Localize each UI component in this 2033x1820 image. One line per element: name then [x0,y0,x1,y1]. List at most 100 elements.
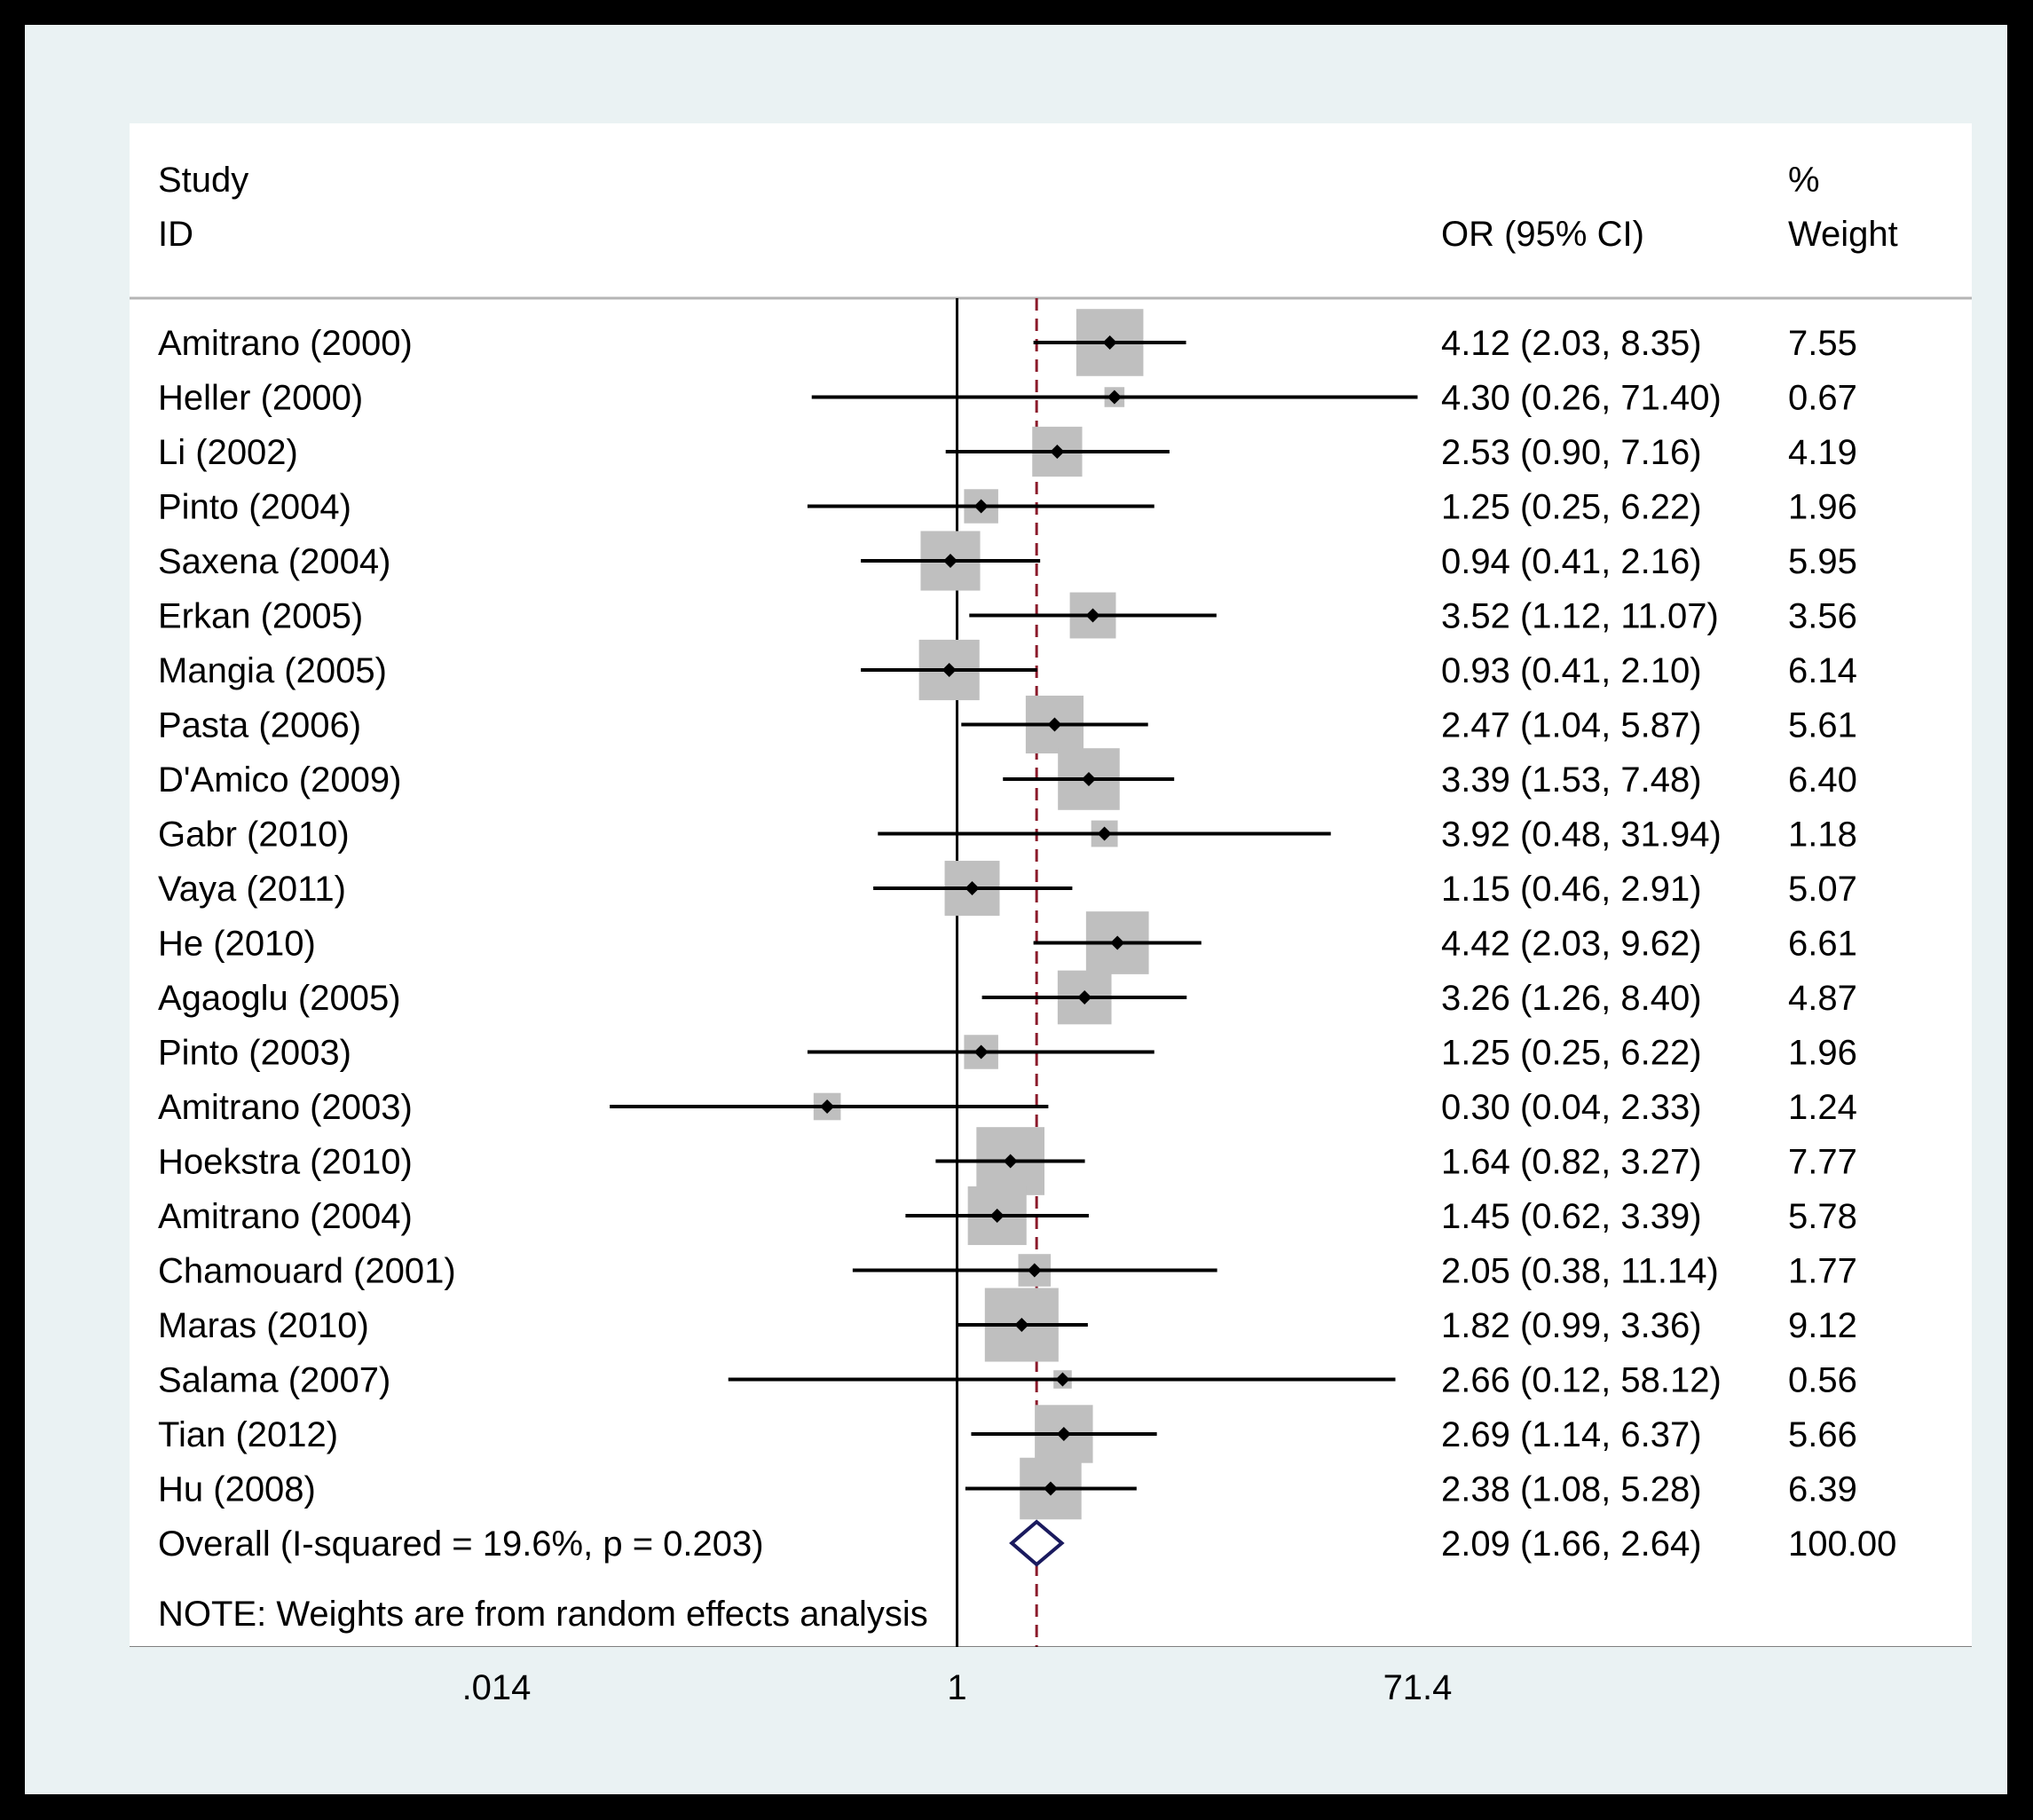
header-study: Study [158,161,248,200]
point-estimate [1077,990,1092,1005]
ci-text: 1.82 (0.99, 3.36) [1441,1306,1702,1345]
ci-text: 1.15 (0.46, 2.91) [1441,870,1702,909]
weight-text: 6.40 [1788,760,1857,800]
plot-panel: Study ID OR (95% CI)% Weight Amitrano (2000)… [130,123,1972,1647]
point-estimate [942,663,957,677]
ci-text: 1.25 (0.25, 6.22) [1441,488,1702,527]
point-estimate [1014,1318,1029,1332]
ci-text: 1.25 (0.25, 6.22) [1441,1034,1702,1073]
point-estimate [1097,826,1112,841]
study-label: Pasta (2006) [158,706,361,745]
ci-text: 2.05 (0.38, 11.14) [1441,1252,1719,1291]
point-estimate [973,499,989,514]
note-text: NOTE: Weights are from random effects an… [158,1595,928,1634]
point-estimate [973,1044,989,1060]
study-label: Agaoglu (2005) [158,979,401,1018]
header-id: ID [158,215,193,254]
overall-weight-text: 100.00 [1788,1525,1896,1564]
study-label: Chamouard (2001) [158,1252,456,1291]
weight-text: 7.77 [1788,1143,1857,1182]
study-label: Amitrano (2000) [158,324,413,363]
ci-text: 1.64 (0.82, 3.27) [1441,1143,1702,1182]
overall-ci-text: 2.09 (1.66, 2.64) [1441,1525,1702,1564]
study-label: Amitrano (2003) [158,1088,413,1127]
weight-text: 0.56 [1788,1361,1857,1400]
weight-text: 6.14 [1788,651,1857,690]
header-effect: OR (95% CI) [1441,215,1644,254]
forest-plot: Study ID OR (95% CI)% Weight Amitrano (2000)… [130,161,1972,1647]
overall-label: Overall (I-squared = 19.6%, p = 0.203) [158,1525,764,1564]
weight-text: 5.95 [1788,542,1857,581]
weight-text: 5.61 [1788,706,1857,745]
study-label: Pinto (2003) [158,1034,351,1073]
weight-text: 7.55 [1788,324,1857,363]
study-label: Mangia (2005) [158,651,387,690]
point-estimate [1081,772,1096,786]
point-estimate [1055,1372,1070,1387]
ci-text: 4.30 (0.26, 71.40) [1441,379,1722,418]
ci-text: 2.47 (1.04, 5.87) [1441,706,1702,745]
ci-text: 3.52 (1.12, 11.07) [1441,597,1719,636]
point-estimate [1107,390,1122,405]
study-label: Gabr (2010) [158,815,350,855]
study-label: Erkan (2005) [158,597,363,636]
ci-text: 2.38 (1.08, 5.28) [1441,1470,1702,1509]
point-estimate [1043,1481,1058,1496]
study-label: D'Amico (2009) [158,760,401,800]
ci-text: 4.42 (2.03, 9.62) [1441,925,1702,964]
study-label: Vaya (2011) [158,870,346,909]
study-label: Saxena (2004) [158,542,390,581]
ci-text: 0.94 (0.41, 2.16) [1441,542,1702,581]
study-label: Salama (2007) [158,1361,390,1400]
ci-text: 2.69 (1.14, 6.37) [1441,1415,1702,1454]
point-estimate [1003,1154,1018,1169]
ci-text: 3.39 (1.53, 7.48) [1441,760,1702,800]
weight-text: 1.77 [1788,1252,1857,1291]
weight-text: 6.39 [1788,1470,1857,1509]
weight-text: 1.24 [1788,1088,1857,1127]
study-label: Heller (2000) [158,379,363,418]
weight-text: 3.56 [1788,597,1857,636]
weight-text: 1.96 [1788,1034,1857,1073]
point-estimate [1047,717,1062,732]
study-label: Li (2002) [158,433,298,472]
weight-text: 1.96 [1788,488,1857,527]
ci-text: 0.30 (0.04, 2.33) [1441,1088,1702,1127]
header-weight: Weight [1788,215,1898,254]
weight-text: 6.61 [1788,925,1857,964]
study-label: Amitrano (2004) [158,1197,413,1236]
study-label: Tian (2012) [158,1415,338,1454]
weight-text: 9.12 [1788,1306,1857,1345]
point-estimate [965,881,980,895]
point-estimate [989,1209,1005,1223]
ci-text: 1.45 (0.62, 3.39) [1441,1197,1702,1236]
weight-text: 5.07 [1788,870,1857,909]
ci-text: 2.66 (0.12, 58.12) [1441,1361,1722,1400]
header-percent: % [1788,161,1820,200]
point-estimate [943,554,958,568]
ci-text: 2.53 (0.90, 7.16) [1441,433,1702,472]
figure-frame: Study ID OR (95% CI)% Weight Amitrano (2000)… [25,25,2007,1794]
study-label: Hu (2008) [158,1470,316,1509]
point-estimate [820,1099,835,1114]
point-estimate [1110,935,1125,950]
study-label: Pinto (2004) [158,488,351,527]
point-estimate [1056,1427,1071,1441]
point-estimate [1102,335,1117,350]
ci-text: 4.12 (2.03, 8.35) [1441,324,1702,363]
overall-diamond [1009,1519,1065,1567]
point-estimate [1027,1263,1042,1278]
weight-text: 4.87 [1788,979,1857,1018]
weight-text: 1.18 [1788,815,1857,855]
study-label: He (2010) [158,925,316,964]
ci-text: 0.93 (0.41, 2.10) [1441,651,1702,690]
ci-text: 3.92 (0.48, 31.94) [1441,815,1722,855]
weight-text: 0.67 [1788,379,1857,418]
point-estimate [1050,445,1065,459]
point-estimate [1085,608,1100,623]
weight-text: 5.66 [1788,1415,1857,1454]
study-label: Hoekstra (2010) [158,1143,413,1182]
study-label: Maras (2010) [158,1306,369,1345]
ci-text: 3.26 (1.26, 8.40) [1441,979,1702,1018]
weight-text: 5.78 [1788,1197,1857,1236]
